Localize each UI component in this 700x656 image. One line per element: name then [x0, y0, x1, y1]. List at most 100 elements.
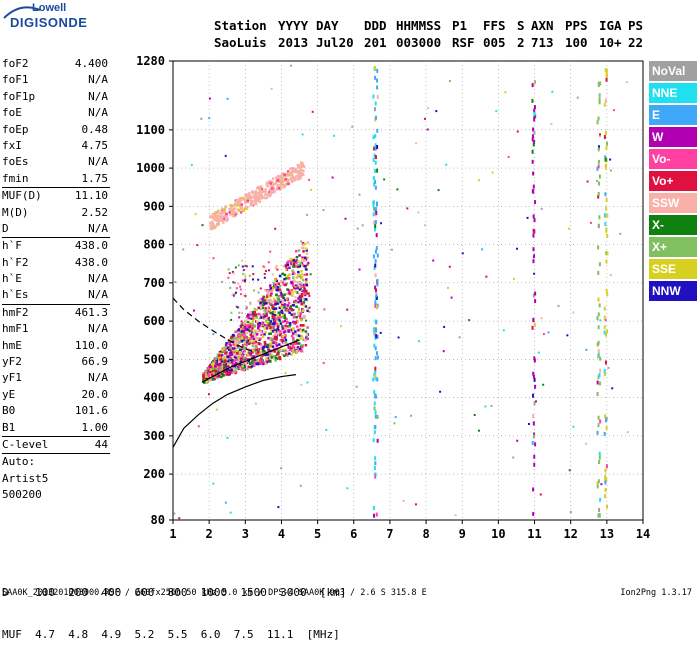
- trace-point: [260, 187, 264, 191]
- trace-point: [212, 224, 216, 228]
- trace-point: [248, 325, 252, 328]
- trace-point: [270, 87, 273, 90]
- trace-point: [485, 275, 488, 278]
- trace-point: [182, 248, 185, 251]
- trace-point: [277, 282, 281, 285]
- trace-point: [303, 256, 307, 260]
- trace-point: [461, 252, 464, 255]
- trace-point: [603, 306, 606, 311]
- trace-point: [252, 203, 255, 206]
- trace-point: [249, 340, 252, 343]
- trace-point: [275, 293, 278, 297]
- trace-point: [227, 276, 230, 279]
- trace-point: [532, 393, 535, 398]
- trace-point: [260, 322, 264, 326]
- trace-point: [240, 323, 244, 326]
- trace-point: [596, 481, 599, 486]
- trace-point: [304, 298, 308, 301]
- trace-point: [280, 305, 283, 309]
- trace-point: [254, 342, 258, 345]
- trace-point: [283, 354, 286, 357]
- trace-point: [253, 193, 257, 196]
- trace-point: [214, 218, 217, 222]
- trace-point: [228, 355, 231, 358]
- trace-point: [269, 284, 272, 287]
- param-row: hmF1 N/A: [2, 321, 110, 337]
- param-row: MUF(D) 11.10: [2, 188, 110, 204]
- trace-point: [231, 204, 235, 207]
- trace-point: [625, 81, 628, 84]
- trace-point: [242, 329, 246, 333]
- trace-point: [299, 312, 303, 316]
- trace-point: [252, 332, 255, 336]
- trace-point: [268, 352, 272, 356]
- trace-point: [277, 186, 281, 190]
- trace-point: [257, 342, 261, 345]
- trace-point: [606, 329, 609, 334]
- trace-point: [251, 324, 254, 327]
- trace-point: [375, 293, 378, 298]
- trace-point: [238, 340, 242, 344]
- trace-point: [533, 358, 536, 363]
- trace-point: [286, 288, 289, 291]
- trace-point: [265, 183, 269, 187]
- trace-point: [247, 339, 251, 342]
- trace-point: [291, 327, 295, 331]
- trace-point: [597, 513, 600, 518]
- trace-point: [234, 370, 238, 374]
- legend-item-noval: NoVal: [649, 61, 697, 81]
- trace-point: [303, 314, 306, 318]
- trace-point: [333, 134, 336, 137]
- trace-point: [373, 390, 376, 395]
- trace-point: [291, 276, 295, 279]
- trace-point: [289, 167, 292, 171]
- trace-point: [513, 277, 516, 280]
- trace-point: [253, 310, 256, 314]
- header-label-2: DAY: [316, 18, 339, 33]
- trace-point: [230, 353, 233, 356]
- trace-point: [278, 349, 282, 353]
- trace-point: [376, 201, 379, 206]
- trace-point: [374, 303, 377, 308]
- trace-point: [247, 329, 251, 332]
- trace-point: [374, 394, 377, 399]
- param-label: B0: [2, 404, 16, 418]
- trace-point: [225, 342, 228, 345]
- trace-point: [288, 292, 291, 295]
- trace-point: [273, 347, 276, 351]
- trace-point: [253, 325, 257, 328]
- param-label: B1: [2, 420, 16, 434]
- trace-point: [264, 307, 267, 310]
- trace-point: [250, 329, 253, 333]
- trace-point: [531, 441, 534, 446]
- trace-point: [242, 269, 245, 272]
- trace-point: [262, 351, 266, 354]
- trace-point: [251, 327, 254, 330]
- trace-point: [239, 368, 243, 371]
- trace-point: [305, 273, 309, 276]
- trace-point: [423, 224, 426, 227]
- trace-point: [277, 176, 281, 179]
- param-label: yF1: [2, 371, 22, 385]
- param-label: yF2: [2, 355, 22, 369]
- trace-point: [247, 326, 250, 329]
- trace-point: [267, 309, 270, 313]
- trace-point: [576, 96, 579, 99]
- trace-point: [484, 405, 487, 408]
- trace-point: [218, 352, 222, 355]
- trace-point: [290, 353, 293, 356]
- trace-point: [308, 178, 311, 181]
- trace-point: [263, 332, 266, 336]
- trace-point: [231, 293, 234, 296]
- trace-point: [253, 199, 257, 203]
- trace-point: [217, 367, 221, 370]
- trace-point: [240, 203, 244, 206]
- trace-point: [224, 501, 227, 504]
- trace-point: [267, 316, 270, 320]
- param-value: 101.6: [74, 404, 108, 418]
- trace-point: [297, 309, 301, 312]
- trace-point: [272, 182, 275, 186]
- trace-point: [598, 372, 601, 377]
- trace-point: [533, 401, 536, 406]
- trace-point: [281, 315, 285, 319]
